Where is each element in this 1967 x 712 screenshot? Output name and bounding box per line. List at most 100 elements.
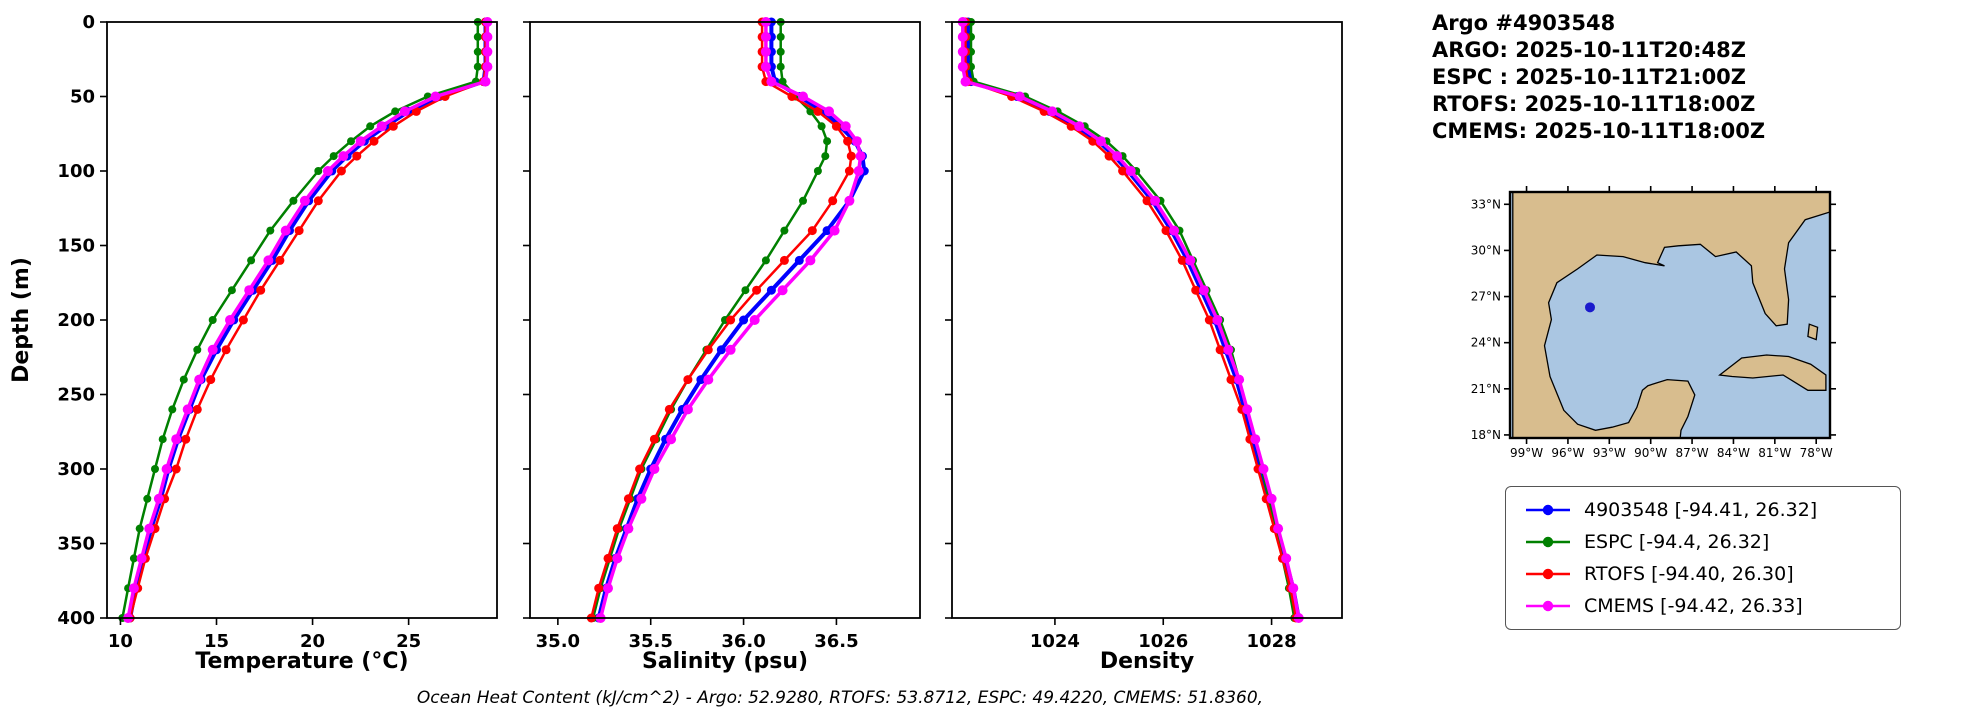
series-line-RTOFS	[128, 22, 487, 619]
series-marker-RTOFS	[206, 375, 216, 385]
series-marker-ESPC	[799, 196, 807, 205]
series-marker-RTOFS	[683, 375, 693, 385]
series-marker-RTOFS	[828, 196, 838, 206]
series-marker-CMEMS	[666, 434, 677, 445]
series-marker-CMEMS	[649, 464, 660, 474]
series-marker-CMEMS	[1234, 374, 1245, 385]
series-marker-RTOFS	[623, 494, 633, 504]
series-marker-CMEMS	[840, 121, 851, 132]
x-tick-label: 1028	[1247, 631, 1297, 652]
info-line: CMEMS: 2025-10-11T18:00Z	[1432, 119, 1766, 143]
series-marker-CMEMS	[430, 91, 441, 102]
series-marker-ESPC	[778, 77, 787, 86]
series-marker-RTOFS	[1142, 196, 1152, 206]
series-marker-RTOFS	[256, 285, 266, 295]
series-marker-RTOFS	[221, 345, 231, 355]
series-marker-CMEMS	[1125, 166, 1136, 176]
y-tick-label: 100	[57, 161, 95, 182]
series-marker-ESPC	[473, 32, 482, 41]
series-marker-RTOFS	[843, 136, 853, 146]
series-line-CMEMS	[961, 22, 1301, 619]
y-tick-label: 350	[57, 534, 95, 555]
series-marker-CMEMS	[355, 136, 366, 147]
series-marker-RTOFS	[238, 315, 248, 325]
series-marker-CMEMS	[1047, 106, 1058, 117]
series-marker-CMEMS	[225, 315, 235, 325]
series-marker-ESPC	[193, 345, 202, 354]
series-marker-4903548	[696, 375, 706, 385]
legend-label: CMEMS [-94.42, 26.33]	[1584, 595, 1803, 617]
series-marker-CMEMS	[1185, 255, 1196, 266]
map-lon-label: 84°W	[1717, 446, 1750, 460]
series-marker-RTOFS	[726, 315, 736, 325]
series-marker-CMEMS	[299, 195, 310, 206]
x-tick-label: 25	[396, 631, 421, 652]
series-marker-4903548	[716, 345, 726, 355]
series-marker-CMEMS	[853, 166, 864, 176]
legend-label: 4903548 [-94.41, 26.32]	[1584, 499, 1818, 521]
series-marker-RTOFS	[1226, 375, 1236, 385]
series-line-ESPC	[121, 22, 480, 619]
series-marker-CMEMS	[263, 255, 274, 266]
series-marker-CMEMS	[1096, 136, 1106, 147]
series-marker-RTOFS	[352, 151, 362, 161]
series-marker-ESPC	[168, 405, 177, 414]
series-marker-RTOFS	[1161, 226, 1171, 236]
series-marker-CMEMS	[1212, 315, 1223, 325]
x-tick-label: 35.5	[629, 631, 673, 652]
series-marker-CMEMS	[805, 255, 816, 266]
series-marker-RTOFS	[752, 285, 762, 295]
series-marker-RTOFS	[1104, 151, 1114, 161]
axes-box	[951, 21, 1343, 619]
series-marker-CMEMS	[957, 46, 968, 57]
series-marker-CMEMS	[844, 195, 855, 206]
series-marker-CMEMS	[1112, 151, 1123, 162]
series-marker-RTOFS	[411, 106, 421, 116]
series-marker-RTOFS	[369, 136, 379, 146]
y-axis-label: Depth (m)	[9, 257, 34, 383]
series-marker-ESPC	[776, 32, 785, 41]
series-marker-ESPC	[391, 107, 400, 116]
series-marker-CMEMS	[376, 121, 387, 132]
series-marker-RTOFS	[703, 345, 713, 355]
y-tick-label: 50	[70, 87, 95, 108]
series-marker-ESPC	[817, 122, 826, 131]
legend-label: ESPC [-94.4, 26.32]	[1584, 531, 1770, 553]
series-line-CMEMS	[598, 22, 863, 619]
series-marker-CMEMS	[280, 225, 291, 236]
series-marker-RTOFS	[1204, 315, 1214, 325]
series-marker-RTOFS	[846, 151, 856, 161]
y-tick-label: 300	[57, 459, 95, 480]
x-tick-label: 15	[204, 631, 229, 652]
series-marker-ESPC	[473, 62, 482, 71]
info-line: Argo #4903548	[1432, 11, 1616, 35]
series-marker-ESPC	[208, 316, 217, 324]
legend-item: CMEMS [-94.42, 26.33]	[1524, 595, 1882, 617]
series-marker-4903548	[794, 255, 804, 265]
series-marker-CMEMS	[482, 31, 493, 42]
series-marker-RTOFS	[612, 524, 622, 534]
series-marker-ESPC	[266, 226, 275, 235]
map-lon-label: 87°W	[1675, 446, 1708, 460]
series-marker-CMEMS	[1169, 225, 1180, 236]
panel-salinity: 35.0 35.5 36.0 36.5 Salinity (psu)	[523, 17, 921, 674]
series-marker-CMEMS	[338, 151, 349, 162]
series-marker-CMEMS	[766, 76, 777, 87]
map-lon-label: 96°W	[1551, 446, 1584, 460]
series-marker-CMEMS	[760, 31, 771, 42]
series-marker-CMEMS	[322, 166, 333, 176]
ohc-caption: Ocean Heat Content (kJ/cm^2) - Argo: 52.…	[416, 688, 1264, 708]
series-marker-CMEMS	[851, 136, 862, 147]
series-line-4903548	[966, 22, 1301, 619]
series-marker-CMEMS	[1014, 91, 1025, 102]
float-position-marker	[1585, 302, 1595, 313]
series-marker-CMEMS	[1258, 464, 1269, 474]
y-tick-label: 400	[57, 608, 95, 629]
series-marker-RTOFS	[831, 121, 841, 131]
map-lat-label: 18°N	[1471, 428, 1501, 442]
profile-plots: 10 15 20 25050100150200250300350400Temperat…	[9, 12, 1343, 674]
series-marker-CMEMS	[480, 76, 491, 87]
series-marker-CMEMS	[612, 553, 623, 564]
legend-item: ESPC [-94.4, 26.32]	[1524, 531, 1882, 553]
